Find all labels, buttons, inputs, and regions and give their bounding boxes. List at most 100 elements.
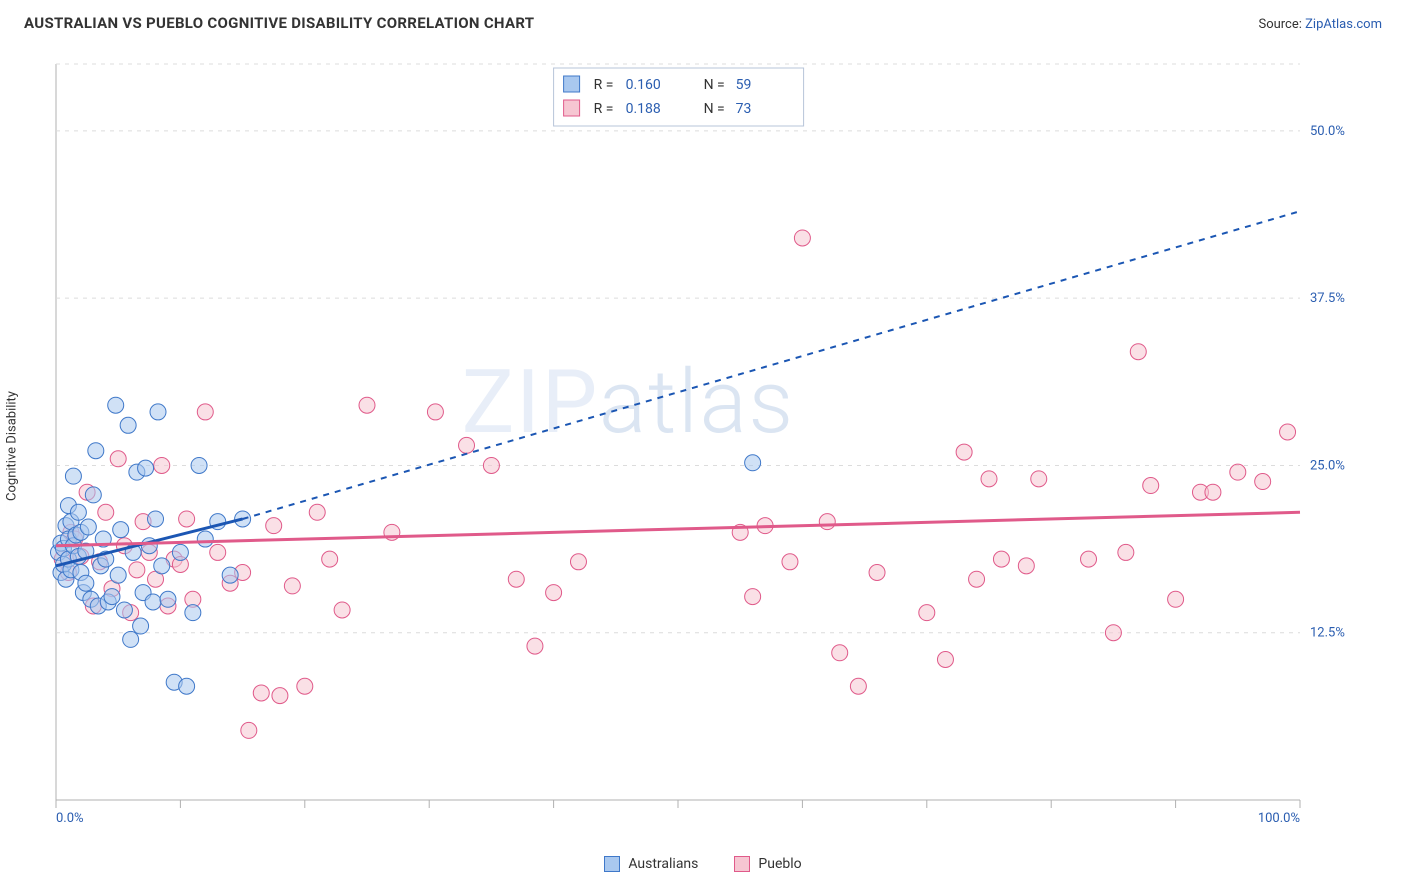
stats-n-value: 59 <box>736 77 752 93</box>
watermark: ZIPatlas <box>462 351 795 454</box>
legend-label-pueblo: Pueblo <box>758 856 801 872</box>
data-point <box>546 585 562 601</box>
data-point <box>1255 474 1271 490</box>
data-point <box>570 554 586 570</box>
data-point <box>919 605 935 621</box>
source-label: Source: ZipAtlas.com <box>1258 17 1382 32</box>
scatter-plot: 12.5%25.0%37.5%50.0%0.0%100.0%ZIPatlasR … <box>48 58 1358 824</box>
data-point <box>956 444 972 460</box>
stats-n-label: N = <box>704 101 725 117</box>
data-point <box>981 471 997 487</box>
stats-swatch <box>564 100 580 116</box>
chart-title: AUSTRALIAN VS PUEBLO COGNITIVE DISABILIT… <box>24 14 534 32</box>
data-point <box>154 457 170 473</box>
data-point <box>80 519 96 535</box>
data-point <box>98 504 114 520</box>
data-point <box>508 571 524 587</box>
data-point <box>937 651 953 667</box>
data-point <box>104 589 120 605</box>
data-point <box>832 645 848 661</box>
data-point <box>1081 551 1097 567</box>
data-point <box>123 631 139 647</box>
data-point <box>782 554 798 570</box>
data-point <box>1118 544 1134 560</box>
legend: Australians Pueblo <box>0 856 1406 872</box>
data-point <box>113 522 129 538</box>
stats-r-label: R = <box>594 101 614 117</box>
data-point <box>297 678 313 694</box>
data-point <box>334 602 350 618</box>
data-point <box>108 397 124 413</box>
data-point <box>869 565 885 581</box>
data-point <box>179 511 195 527</box>
data-point <box>88 443 104 459</box>
data-point <box>309 504 325 520</box>
data-point <box>120 417 136 433</box>
data-point <box>138 460 154 476</box>
data-point <box>110 567 126 583</box>
data-point <box>154 558 170 574</box>
stats-box <box>554 68 804 126</box>
data-point <box>253 685 269 701</box>
data-point <box>241 722 257 738</box>
source-link[interactable]: ZipAtlas.com <box>1305 17 1382 32</box>
data-point <box>85 487 101 503</box>
data-point <box>129 562 145 578</box>
data-point <box>359 397 375 413</box>
data-point <box>322 551 338 567</box>
legend-swatch-blue <box>604 856 620 872</box>
data-point <box>197 531 213 547</box>
data-point <box>527 638 543 654</box>
data-point <box>150 404 166 420</box>
data-point <box>1205 484 1221 500</box>
data-point <box>794 230 810 246</box>
stats-swatch <box>564 76 580 92</box>
data-point <box>210 544 226 560</box>
data-point <box>172 544 188 560</box>
data-point <box>1105 625 1121 641</box>
legend-label-australians: Australians <box>628 856 698 872</box>
data-point <box>179 678 195 694</box>
data-point <box>197 404 213 420</box>
data-point <box>222 567 238 583</box>
data-point <box>850 678 866 694</box>
data-point <box>1130 344 1146 360</box>
data-point <box>1143 478 1159 494</box>
data-point <box>65 468 81 484</box>
data-point <box>191 457 207 473</box>
stats-r-value: 0.188 <box>626 101 661 117</box>
data-point <box>1031 471 1047 487</box>
data-point <box>969 571 985 587</box>
data-point <box>133 618 149 634</box>
stats-n-value: 73 <box>736 101 752 117</box>
legend-item-australians: Australians <box>604 856 698 872</box>
data-point <box>272 688 288 704</box>
y-tick-label: 50.0% <box>1310 124 1345 139</box>
legend-swatch-pink <box>734 856 750 872</box>
data-point <box>993 551 1009 567</box>
data-point <box>116 602 132 618</box>
data-point <box>110 451 126 467</box>
x-tick-label-max: 100.0% <box>1258 811 1300 824</box>
y-axis-label: Cognitive Disability <box>5 391 20 501</box>
data-point <box>745 589 761 605</box>
data-point <box>160 591 176 607</box>
stats-r-value: 0.160 <box>626 77 661 93</box>
data-point <box>1280 424 1296 440</box>
stats-n-label: N = <box>704 77 725 93</box>
data-point <box>185 605 201 621</box>
stats-r-label: R = <box>594 77 614 93</box>
data-point <box>70 504 86 520</box>
legend-item-pueblo: Pueblo <box>734 856 801 872</box>
data-point <box>148 511 164 527</box>
data-point <box>459 437 475 453</box>
data-point <box>266 518 282 534</box>
data-point <box>427 404 443 420</box>
y-tick-label: 37.5% <box>1310 291 1345 306</box>
data-point <box>1168 591 1184 607</box>
data-point <box>745 455 761 471</box>
y-tick-label: 12.5% <box>1310 626 1345 641</box>
x-tick-label-min: 0.0% <box>56 811 84 824</box>
data-point <box>284 578 300 594</box>
data-point <box>483 457 499 473</box>
